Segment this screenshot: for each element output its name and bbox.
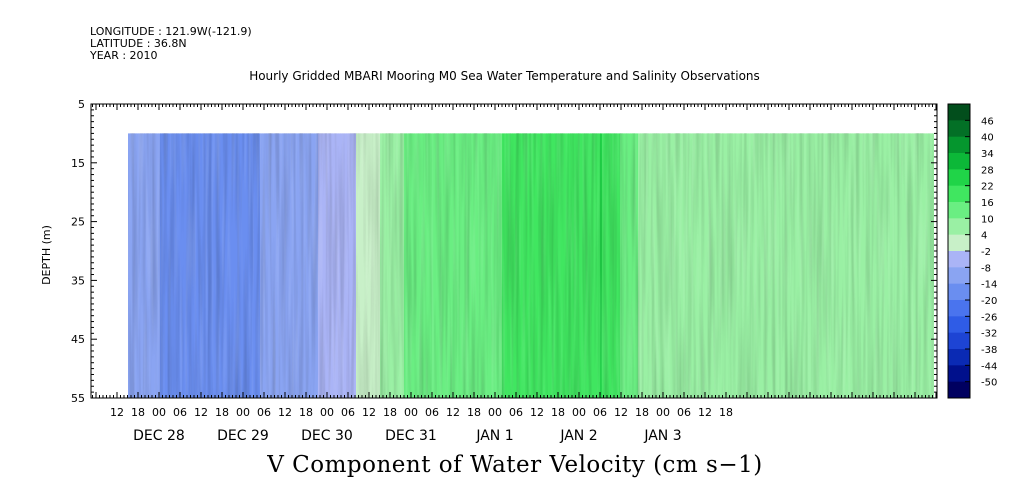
x-hour-label: 12 [698, 406, 712, 419]
x-hour-label: 12 [530, 406, 544, 419]
colorbar-label: 40 [981, 133, 994, 144]
colorbar-swatch [948, 202, 970, 219]
colorbar-label: -44 [981, 361, 997, 372]
x-hour-label: 06 [593, 406, 607, 419]
x-hour-label: 18 [383, 406, 397, 419]
colorbar-label: -20 [981, 296, 997, 307]
x-day-label: JAN 3 [643, 428, 681, 444]
colorbar-swatch [948, 234, 970, 252]
y-tick-label: 25 [71, 216, 85, 229]
colorbar-label: -8 [981, 263, 991, 274]
colorbar-swatch [948, 300, 970, 317]
x-hour-label: 00 [404, 406, 418, 419]
colorbar-swatch [948, 136, 970, 154]
latitude-label: LATITUDE : 36.8N [90, 37, 187, 50]
x-hour-label: 12 [194, 406, 208, 419]
y-tick-label: 55 [71, 392, 85, 405]
x-hour-label: 06 [677, 406, 691, 419]
colorbar-swatch [948, 283, 970, 301]
colorbar-swatch [948, 251, 970, 268]
colorbar-label: 46 [981, 116, 994, 127]
x-hour-label: 18 [131, 406, 145, 419]
x-hour-label: 18 [467, 406, 481, 419]
x-day-label: DEC 29 [217, 428, 269, 444]
colorbar-label: -2 [981, 247, 991, 258]
x-hour-label: 12 [446, 406, 460, 419]
x-day-label: JAN 1 [475, 428, 513, 444]
y-tick-label: 5 [78, 98, 85, 111]
x-hour-label: 00 [656, 406, 670, 419]
x-hour-label: 00 [488, 406, 502, 419]
x-hour-label: 00 [572, 406, 586, 419]
colorbar-swatch [948, 267, 970, 285]
x-hour-label: 12 [614, 406, 628, 419]
y-axis-label: DEPTH (m) [40, 225, 53, 285]
colorbar-swatch [948, 169, 970, 187]
x-hour-label: 12 [278, 406, 292, 419]
colorbar-label: -38 [981, 345, 997, 356]
colorbar-swatch [948, 218, 970, 236]
y-tick-label: 15 [71, 157, 85, 170]
colorbar-label: 16 [981, 198, 994, 209]
x-day-label: DEC 31 [385, 428, 437, 444]
colorbar-swatch [948, 104, 970, 121]
x-hour-label: 18 [635, 406, 649, 419]
colorbar-label: -32 [981, 329, 997, 340]
x-hour-label: 06 [173, 406, 187, 419]
colorbar-swatch [948, 381, 970, 399]
colorbar-swatch [948, 316, 970, 334]
x-hour-label: 00 [236, 406, 250, 419]
colorbar-label: 22 [981, 182, 994, 193]
colorbar-label: 4 [981, 231, 987, 242]
colorbar-swatch [948, 153, 970, 170]
x-hour-label: 18 [215, 406, 229, 419]
colorbar-swatch [948, 332, 970, 350]
colorbar: 46 40 34 28 22 16 10 4 -2 -8 -14 -20 -26 -32 -38 -44 -50 [947, 103, 997, 399]
x-day-label: DEC 30 [301, 428, 353, 444]
x-hour-label: 06 [425, 406, 439, 419]
chart-caption: V Component of Water Velocity (cm s−1) [267, 452, 763, 478]
longitude-label: LONGITUDE : 121.9W(-121.9) [90, 25, 252, 38]
x-hour-label: 06 [509, 406, 523, 419]
year-label: YEAR : 2010 [90, 49, 158, 62]
y-tick-label: 35 [71, 274, 85, 287]
chart-title: Hourly Gridded MBARI Mooring M0 Sea Wate… [249, 69, 760, 83]
colorbar-swatch [948, 365, 970, 383]
x-hour-label: 06 [257, 406, 271, 419]
x-day-label: DEC 28 [133, 428, 185, 444]
colorbar-swatch [948, 349, 970, 366]
colorbar-label: -50 [981, 378, 997, 389]
colorbar-label: -26 [981, 312, 997, 323]
x-day-label: JAN 2 [559, 428, 597, 444]
colorbar-label: 10 [981, 214, 994, 225]
x-hour-label: 06 [341, 406, 355, 419]
x-hour-label: 12 [110, 406, 124, 419]
x-hour-label: 12 [362, 406, 376, 419]
colorbar-swatch [948, 185, 970, 203]
colorbar-label: 34 [981, 149, 994, 160]
x-hour-label: 18 [299, 406, 313, 419]
colorbar-swatch [948, 120, 970, 138]
x-hour-label: 00 [152, 406, 166, 419]
field-texture-light [128, 133, 934, 398]
axes: 5 15 25 35 45 55 12 18 00 06 12 18 00 06 12 18 00 06 12 18 0… [71, 98, 937, 444]
colorbar-label: -14 [981, 280, 997, 291]
x-hour-label: 18 [551, 406, 565, 419]
x-hour-label: 00 [320, 406, 334, 419]
x-hour-label: 18 [719, 406, 733, 419]
colorbar-label: 28 [981, 165, 994, 176]
y-tick-label: 45 [71, 333, 85, 346]
